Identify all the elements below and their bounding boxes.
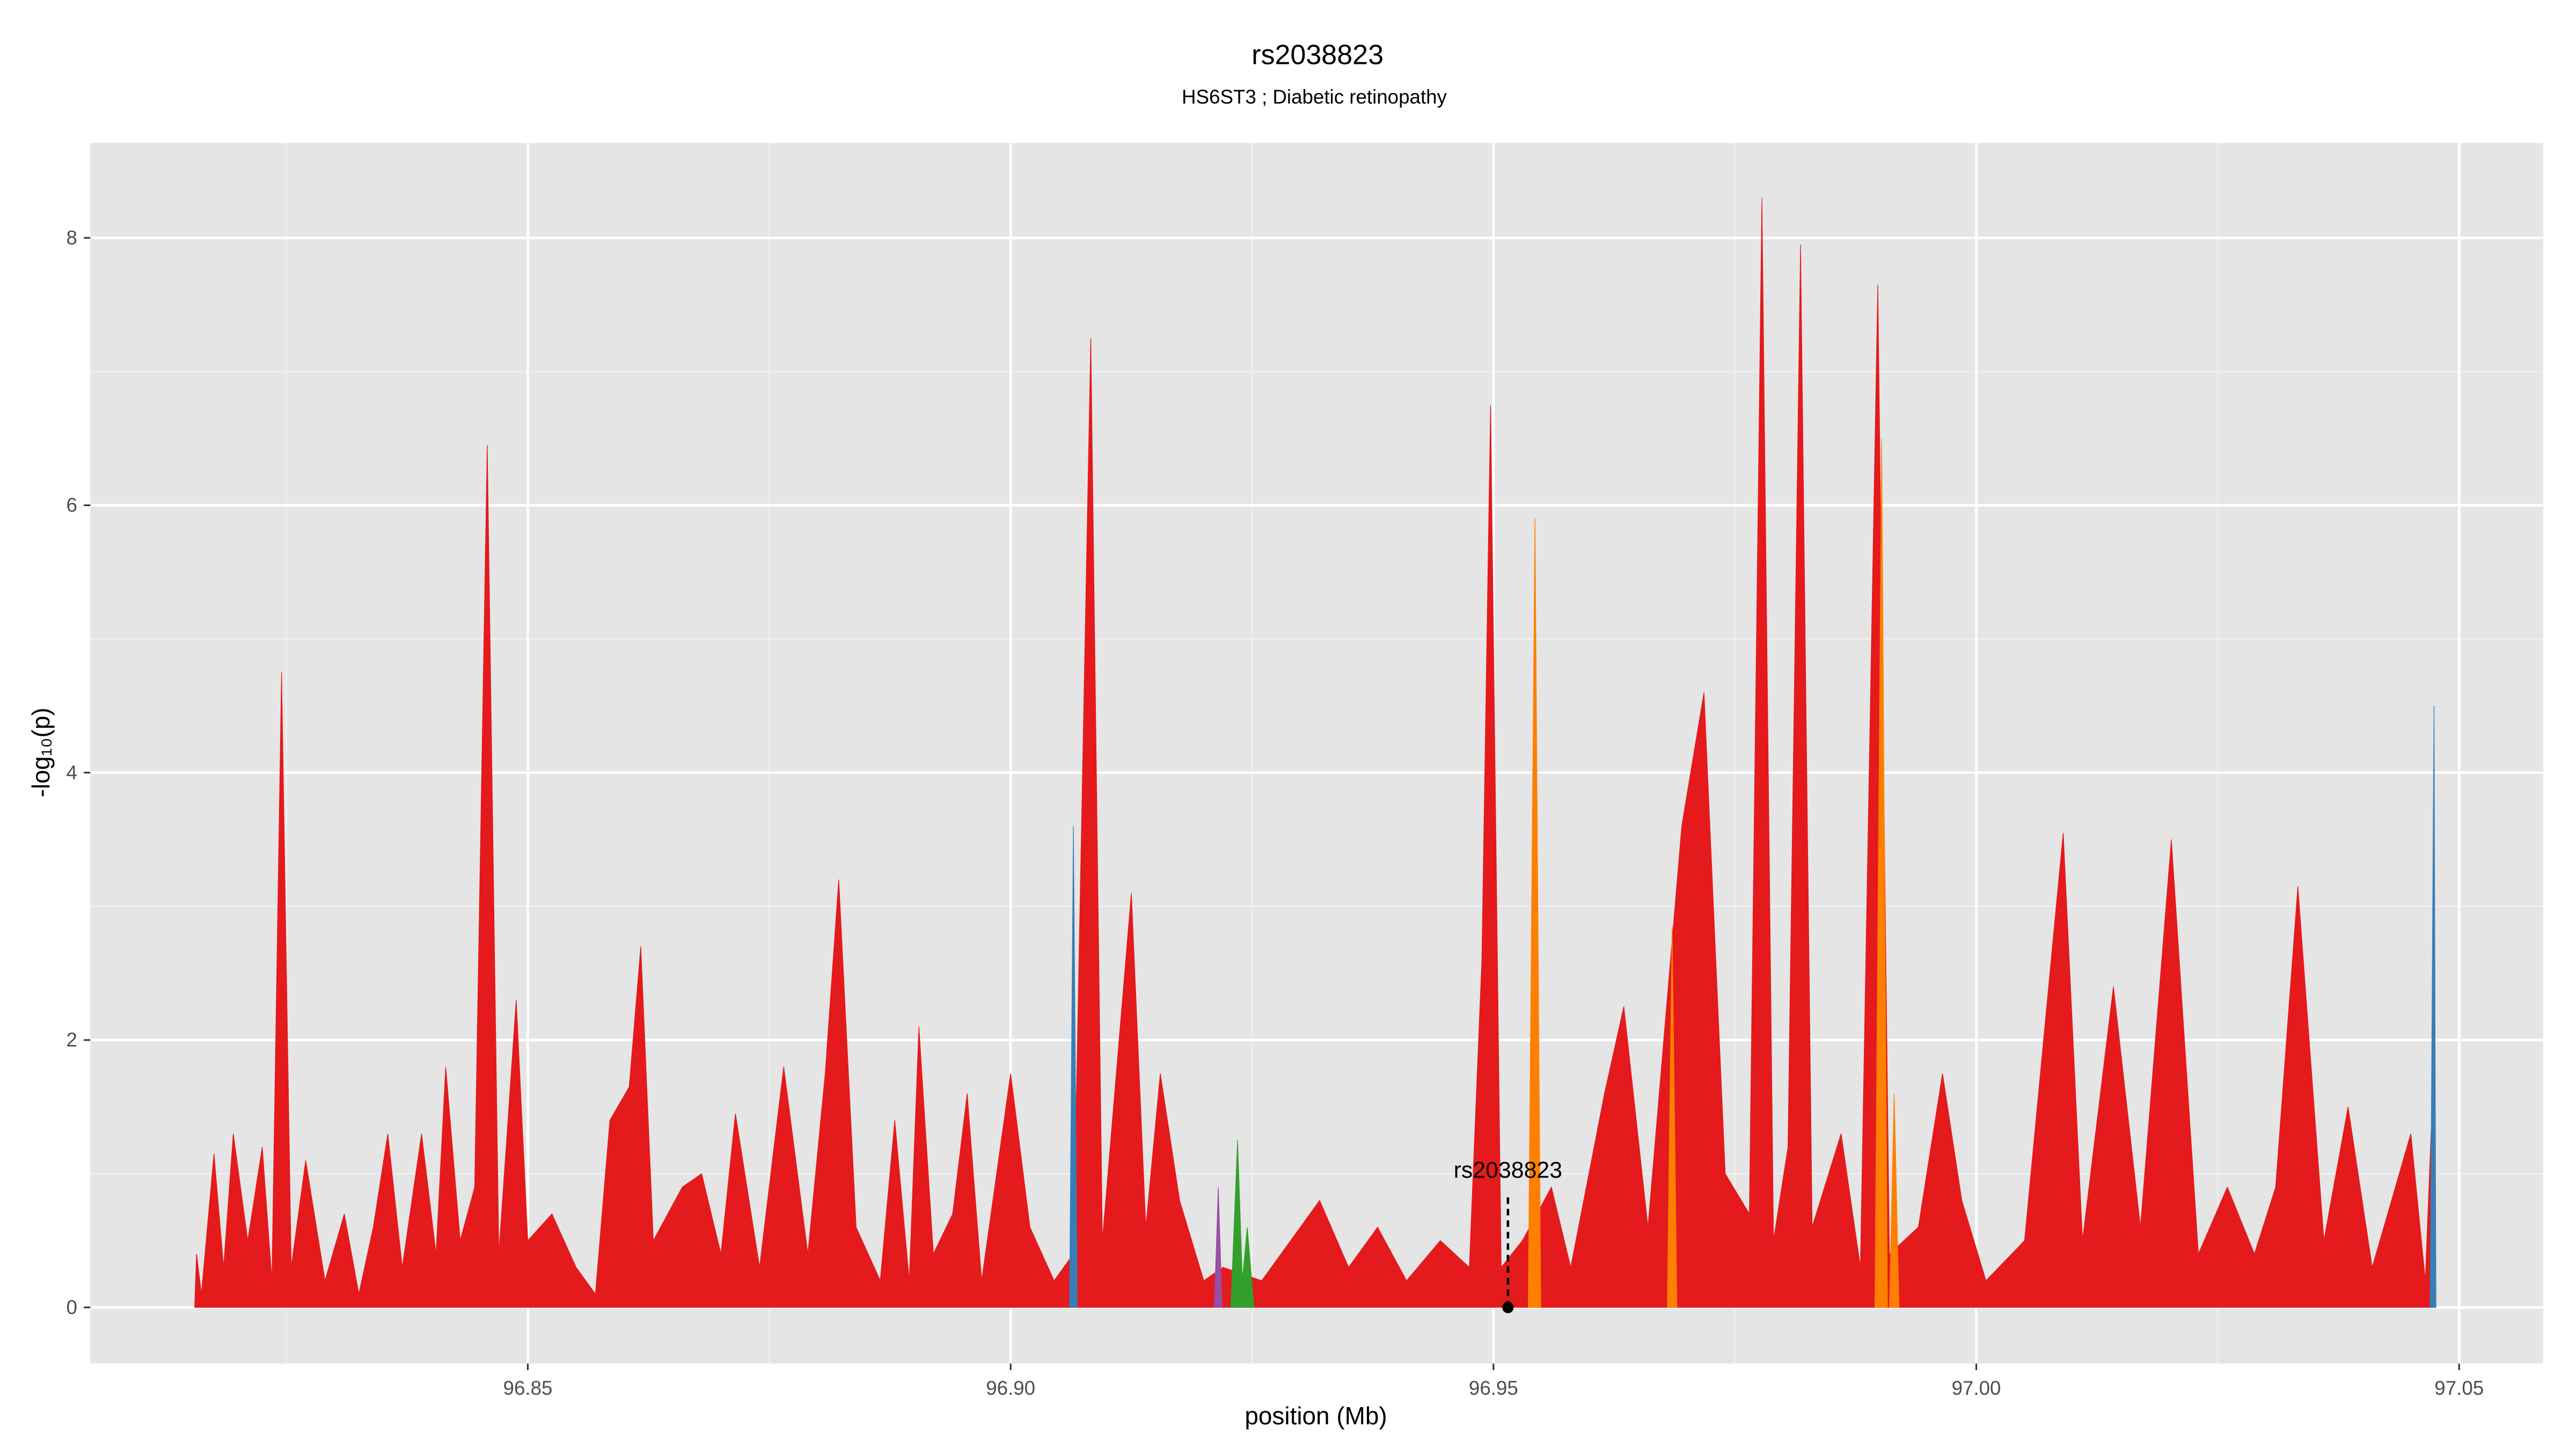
y-tick-label: 8 (66, 226, 77, 248)
area-series (1069, 706, 2436, 1308)
y-tick-label: 0 (66, 1296, 77, 1318)
x-tick-label: 97.00 (1952, 1377, 2001, 1399)
chart-title: rs2038823 (1252, 39, 1384, 70)
chart-subtitle: HS6ST3 ; Diabetic retinopathy (1182, 86, 1447, 108)
x-tick-label: 96.95 (1469, 1377, 1518, 1399)
y-tick-label: 2 (66, 1029, 77, 1051)
y-tick-label: 6 (66, 494, 77, 516)
x-tick-label: 96.90 (986, 1377, 1035, 1399)
annotation-label: rs2038823 (1454, 1157, 1562, 1183)
area-series (1214, 1187, 1223, 1308)
y-tick-label: 4 (66, 762, 77, 784)
panel (90, 143, 2543, 1364)
x-axis-title: position (Mb) (1245, 1402, 1387, 1430)
annotation-point (1502, 1301, 1514, 1313)
x-tick-label: 96.85 (503, 1377, 553, 1399)
x-tick-label: 97.05 (2434, 1377, 2484, 1399)
area-series (1528, 438, 1900, 1308)
area-series (1230, 1140, 1255, 1308)
y-axis-title: -log₁₀(p) (27, 707, 55, 797)
area-series (194, 197, 2435, 1308)
